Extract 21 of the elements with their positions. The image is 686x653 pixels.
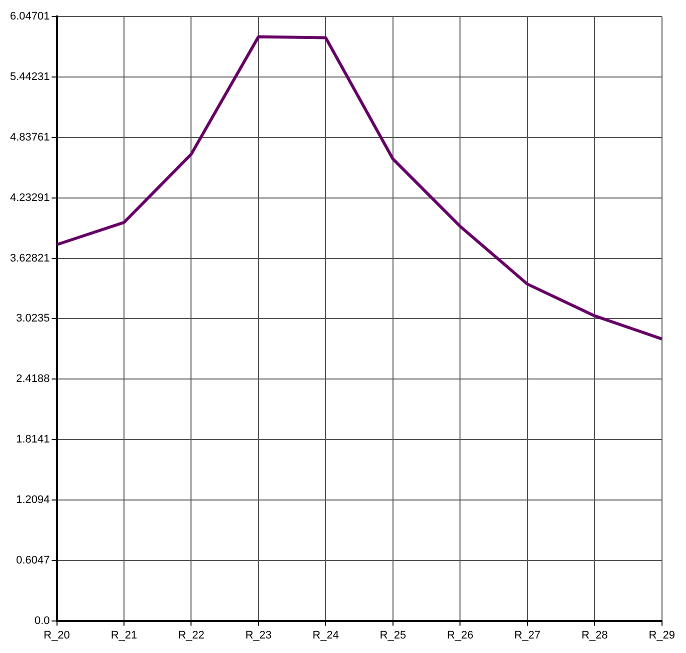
y-tick-label: 3.0235 bbox=[16, 312, 50, 325]
x-tick-label: R_29 bbox=[648, 629, 675, 642]
y-tick-label: 4.23291 bbox=[10, 192, 50, 204]
y-tick-label: 1.8141 bbox=[16, 434, 50, 446]
y-tick-label: 6.04701 bbox=[10, 10, 50, 23]
y-tick-label: 0.0 bbox=[34, 614, 50, 627]
y-tick-label: 0.6047 bbox=[16, 554, 50, 566]
x-tick-label: R_27 bbox=[514, 629, 541, 642]
y-tick-label: 3.62821 bbox=[10, 252, 50, 264]
x-tick-label: R_28 bbox=[581, 629, 608, 642]
y-tick-label: 4.83761 bbox=[10, 131, 50, 144]
y-tick-label: 1.2094 bbox=[16, 494, 50, 506]
x-tick-label: R_21 bbox=[110, 629, 138, 642]
x-tick-label: R_25 bbox=[380, 629, 406, 642]
x-tick-label: R_24 bbox=[312, 629, 339, 642]
y-tick-label: 5.44231 bbox=[10, 71, 50, 84]
x-tick-label: R_22 bbox=[178, 629, 204, 642]
x-tick-label: R_20 bbox=[44, 629, 70, 642]
x-tick-label: R_23 bbox=[245, 629, 272, 642]
y-tick-label: 2.4188 bbox=[16, 373, 50, 386]
x-tick-label: R_26 bbox=[447, 629, 474, 642]
